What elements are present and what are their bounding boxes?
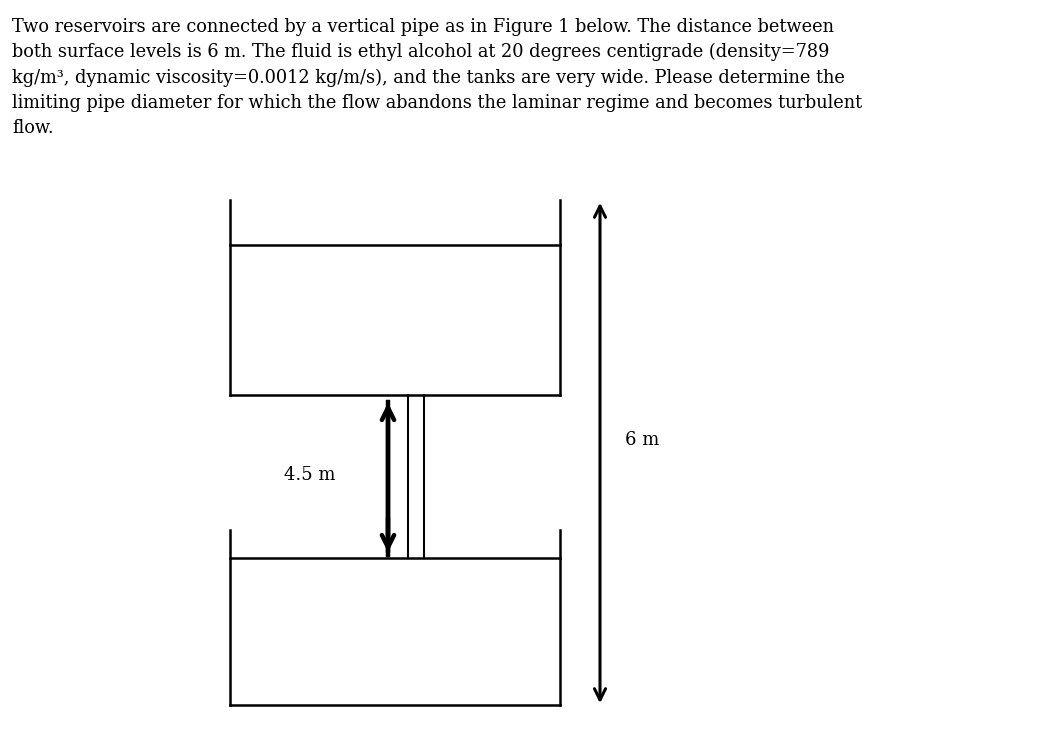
Text: 4.5 m: 4.5 m (284, 466, 335, 484)
Text: Two reservoirs are connected by a vertical pipe as in Figure 1 below. The distan: Two reservoirs are connected by a vertic… (12, 18, 862, 137)
Text: 6 m: 6 m (625, 431, 659, 449)
